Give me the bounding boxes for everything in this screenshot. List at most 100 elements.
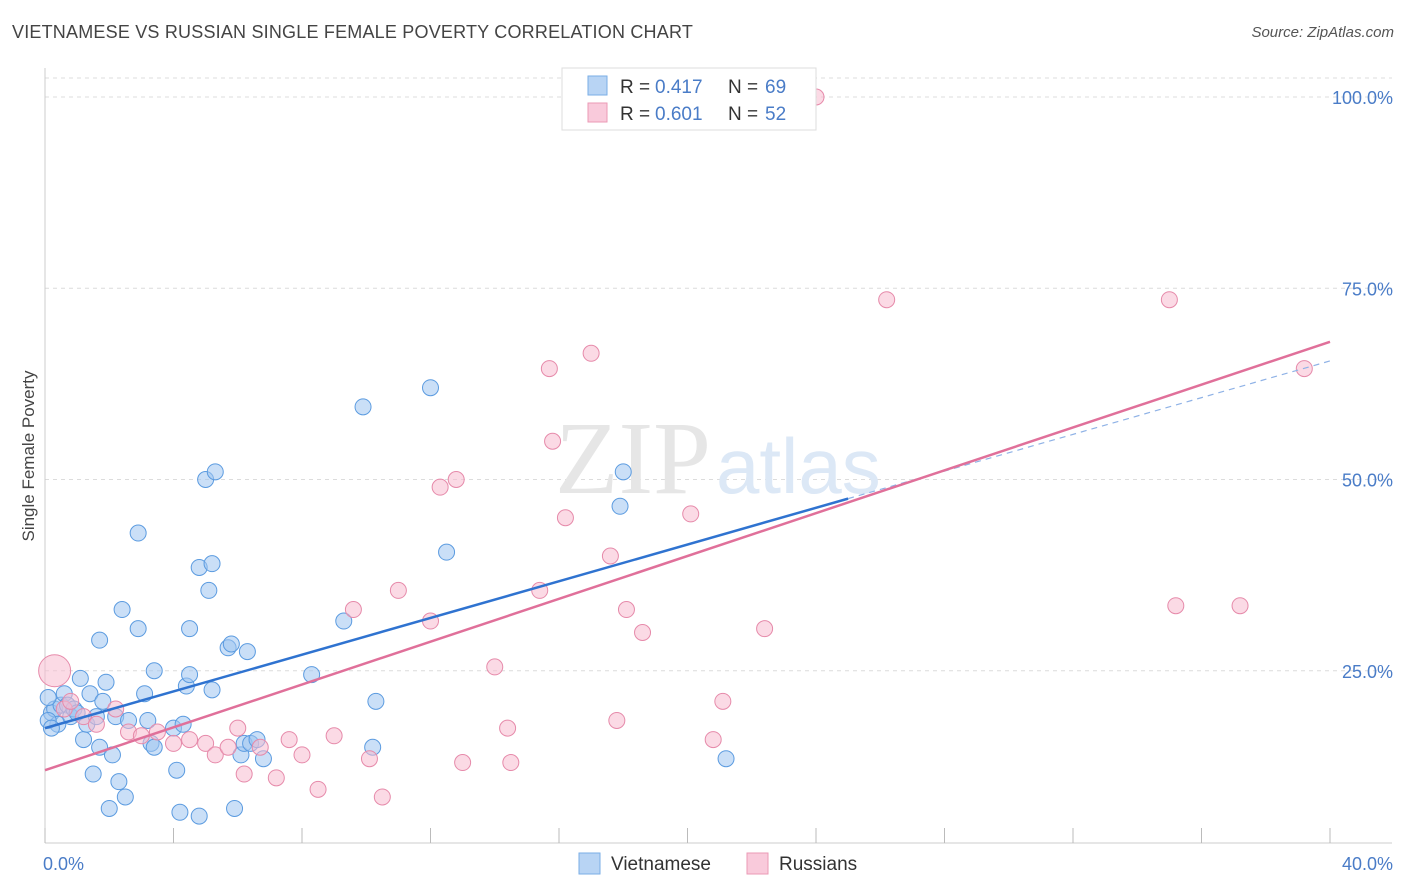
x-tick-label: 0.0%	[43, 854, 84, 874]
vietnamese-point	[75, 731, 93, 749]
russian-point	[325, 727, 343, 745]
watermark-zip: ZIP	[555, 401, 711, 516]
russian-point	[878, 291, 896, 309]
russian-point	[344, 601, 362, 619]
y-tick-label: 25.0%	[1342, 662, 1393, 682]
vietnamese-point	[222, 635, 240, 653]
russian-point	[181, 731, 199, 749]
legend-n-label: N =	[728, 77, 758, 98]
bottom-legend: Vietnamese Russians	[578, 852, 857, 875]
russian-point	[165, 734, 182, 752]
bottom-legend-swatch-vietnamese	[578, 852, 601, 875]
russian-points	[38, 88, 1313, 806]
russian-point	[251, 738, 269, 756]
russian-point	[87, 715, 105, 733]
vietnamese-point	[145, 662, 163, 680]
russian-point	[714, 692, 732, 710]
legend-swatch-vietnamese	[587, 75, 608, 96]
russian-point	[704, 731, 722, 749]
russian-point	[601, 547, 619, 565]
russian-point	[267, 769, 285, 787]
vietnamese-point	[168, 761, 186, 779]
russian-point	[502, 754, 520, 772]
vietnamese-point	[438, 543, 456, 561]
russian-point	[280, 731, 298, 749]
russian-point	[38, 654, 72, 688]
russian-point	[219, 738, 237, 756]
vietnamese-point	[614, 463, 632, 481]
legend-r-label: R =	[620, 77, 650, 98]
vietnamese-point	[190, 807, 208, 825]
russian-point	[360, 750, 378, 768]
legend-entry-vietnamese[interactable]: R = 0.417 N = 69	[587, 75, 786, 98]
vietnamese-point	[91, 631, 109, 649]
y-tick-label: 75.0%	[1342, 279, 1393, 299]
watermark: ZIP atlas	[555, 401, 881, 516]
vietnamese-point	[367, 692, 385, 710]
russian-point	[197, 734, 215, 752]
russian-point	[235, 765, 253, 783]
russian-point	[608, 711, 626, 729]
russian-point	[373, 788, 391, 806]
legend-r-value: 0.417	[655, 77, 703, 98]
legend-swatch-russians	[587, 102, 608, 123]
russian-point	[293, 746, 311, 764]
russian-point	[582, 344, 600, 362]
russian-point	[206, 746, 224, 764]
trend-lines	[44, 340, 1331, 772]
russian-trend-line	[44, 340, 1331, 772]
vietnamese-point	[206, 463, 224, 481]
vietnamese-point	[717, 750, 735, 768]
russian-point	[1231, 597, 1249, 615]
russian-point	[544, 432, 562, 450]
russian-point	[454, 754, 472, 772]
vietnamese-point	[94, 692, 112, 710]
legend-entry-russians[interactable]: R = 0.601 N = 52	[587, 102, 786, 125]
tick-labels: 25.0% 50.0% 75.0% 100.0% 0.0% 40.0%	[43, 88, 1393, 874]
bottom-legend-label-russians: Russians	[779, 854, 857, 875]
vietnamese-point	[354, 398, 372, 416]
russian-point	[682, 505, 700, 523]
vietnamese-point	[181, 666, 199, 684]
y-tick-label: 100.0%	[1332, 88, 1393, 108]
russian-point	[540, 360, 558, 378]
vietnamese-point	[203, 555, 221, 573]
legend-box: R = 0.417 N = 69 R = 0.601 N = 52	[561, 67, 817, 131]
vietnamese-point	[39, 689, 57, 707]
bottom-legend-vietnamese[interactable]: Vietnamese	[578, 852, 711, 875]
bottom-legend-swatch-russians	[746, 852, 769, 875]
russian-point	[634, 624, 652, 641]
vietnamese-point	[110, 773, 128, 791]
vietnamese-point	[97, 673, 115, 691]
russian-point	[1160, 291, 1178, 309]
vietnamese-point	[171, 803, 189, 821]
x-tick-label: 40.0%	[1342, 854, 1393, 874]
legend-r-value: 0.601	[655, 104, 703, 125]
vietnamese-trend-line	[44, 497, 849, 730]
vietnamese-point	[100, 799, 118, 817]
vietnamese-point	[200, 581, 218, 599]
watermark-atlas: atlas	[716, 422, 881, 510]
y-tick-label: 50.0%	[1342, 471, 1393, 491]
vietnamese-point	[139, 711, 157, 729]
source-label: Source: ZipAtlas.com	[1251, 24, 1394, 41]
vietnamese-point	[113, 601, 131, 619]
y-axis-label: Single Female Poverty	[19, 370, 38, 542]
grid-lines	[45, 77, 1392, 672]
bottom-legend-russians[interactable]: Russians	[746, 852, 857, 875]
russian-point	[486, 658, 504, 676]
russian-point	[556, 509, 574, 527]
vietnamese-point	[129, 620, 147, 638]
vietnamese-point	[335, 612, 353, 630]
vietnamese-point	[71, 669, 89, 687]
russian-point	[229, 719, 247, 737]
vietnamese-point	[611, 497, 629, 515]
vietnamese-point	[84, 765, 102, 783]
russian-point	[447, 471, 465, 488]
russian-point	[431, 478, 449, 496]
legend-r-label: R =	[620, 104, 650, 125]
vietnamese-point	[238, 643, 256, 661]
vietnamese-point	[181, 620, 199, 638]
chart-title: VIETNAMESE VS RUSSIAN SINGLE FEMALE POVE…	[12, 22, 694, 42]
